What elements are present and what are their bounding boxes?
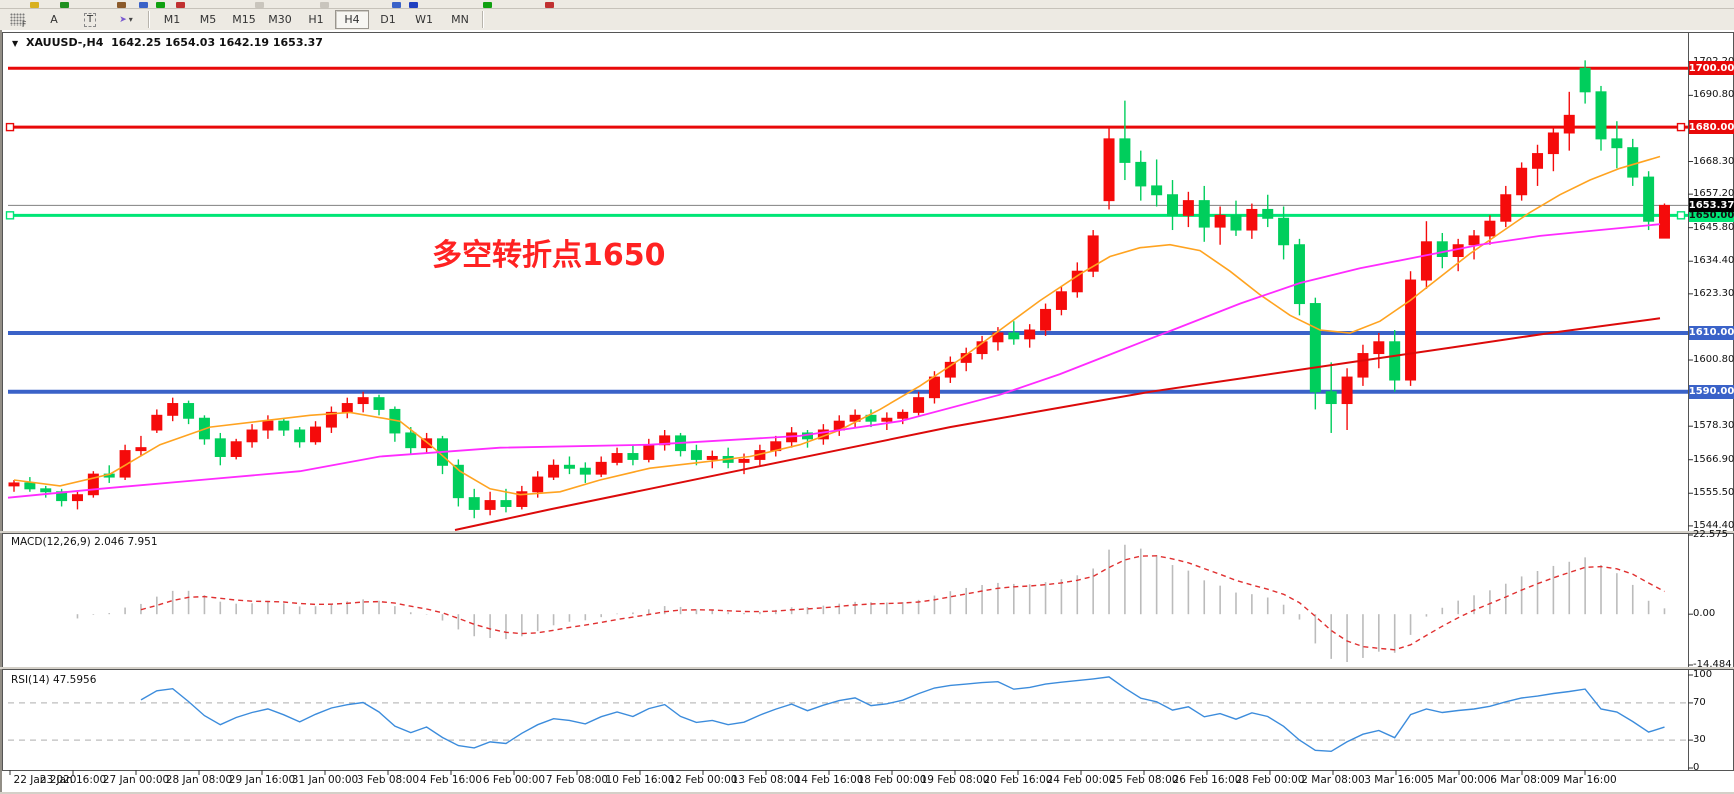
date-label: 18 Feb 00:00: [857, 774, 927, 786]
cutoff-icon-fragment: [483, 2, 492, 8]
date-label: 24 Feb 00:00: [1046, 774, 1116, 786]
date-label: 3 Mar 16:00: [1364, 774, 1428, 786]
price-tick-label: 1668.30: [1693, 155, 1734, 167]
chevron-down-icon: ▾: [128, 15, 133, 24]
arrow-icon: ➤: [119, 14, 127, 25]
cutoff-icon-fragment: [545, 2, 554, 8]
price-tick-label: 1690.80: [1693, 89, 1734, 101]
cutoff-icon-fragment: [392, 2, 401, 8]
macd-indicator-label: MACD(12,26,9) 2.046 7.951: [11, 536, 158, 548]
date-label: 31 Jan 00:00: [291, 774, 359, 786]
date-label: 26 Feb 16:00: [1172, 774, 1242, 786]
date-label: 10 Feb 16:00: [605, 774, 675, 786]
date-label: 4 Feb 16:00: [419, 774, 483, 786]
price-tick-label: 1600.80: [1693, 354, 1734, 366]
hline-price-label: 1680.00: [1688, 120, 1734, 135]
price-tick-label: 1566.90: [1693, 453, 1734, 465]
price-tick-label: 1578.30: [1693, 420, 1734, 432]
current-price-label: 1653.37: [1688, 198, 1734, 213]
toolbar-separator: [482, 11, 484, 28]
timeframes-group: M1 M5 M15 M30 H1 H4 D1 W1 MN: [154, 9, 478, 30]
grid-dots-icon: F: [9, 13, 27, 29]
hline-price-label: 1610.00: [1688, 325, 1734, 340]
rsi-tick-label: 0: [1693, 762, 1700, 773]
timeframe-button-mn[interactable]: MN: [451, 13, 469, 26]
collapse-triangle-icon[interactable]: ▼: [12, 39, 19, 48]
macd-tick-label: 22.575: [1693, 529, 1728, 540]
toolbar: F A T ➤ ▾ M1 M5 M15 M30 H1 H4 D1 W1 MN: [0, 9, 1734, 30]
arrows-tool[interactable]: ➤ ▾: [109, 10, 143, 29]
timeframe-button-w1[interactable]: W1: [415, 13, 433, 26]
ohlc-readout: 1642.25 1654.03 1642.19 1653.37: [111, 36, 323, 49]
cutoff-icon-fragment: [117, 2, 126, 8]
date-label: 6 Mar 08:00: [1490, 774, 1554, 786]
cutoff-icon-fragment: [156, 2, 165, 8]
price-tick-label: 1623.30: [1693, 287, 1734, 299]
toolbar-strip-cutoff: [0, 0, 1734, 9]
timeframe-button-d1[interactable]: D1: [380, 13, 396, 26]
text-label-tool[interactable]: A: [50, 13, 58, 26]
chart-annotation-text[interactable]: 多空转折点1650: [432, 238, 666, 273]
date-label: 2 Mar 08:00: [1301, 774, 1365, 786]
cutoff-icon-fragment: [409, 2, 418, 8]
hline-price-label: 1700.00: [1688, 61, 1734, 76]
date-label: 7 Feb 08:00: [545, 774, 609, 786]
timeframe-button-m5[interactable]: M5: [199, 13, 217, 26]
text-box-tool[interactable]: T: [73, 10, 107, 29]
date-label: 27 Jan 00:00: [102, 774, 170, 786]
date-label: 19 Feb 08:00: [920, 774, 990, 786]
rsi-tick-label: 70: [1693, 696, 1706, 708]
date-label: 20 Feb 16:00: [983, 774, 1053, 786]
cutoff-icon-fragment: [320, 2, 329, 8]
cutoff-icon-fragment: [30, 2, 39, 8]
cutoff-icon-fragment: [176, 2, 185, 8]
hline-price-label: 1590.00: [1688, 384, 1734, 399]
timeframe-button-h1[interactable]: H1: [308, 13, 324, 26]
cutoff-icon-fragment: [60, 2, 69, 8]
rsi-tick-label: 30: [1693, 734, 1706, 746]
crosshair-grid-icon[interactable]: F: [1, 10, 35, 29]
date-label: 29 Jan 16:00: [228, 774, 296, 786]
toolbar-separator: [148, 11, 150, 28]
chart-window[interactable]: [0, 30, 1734, 792]
cutoff-icon-fragment: [255, 2, 264, 8]
symbol-period: XAUUSD-,H4: [26, 36, 104, 49]
date-label: 28 Feb 00:00: [1235, 774, 1305, 786]
price-tick-label: 1645.80: [1693, 221, 1734, 233]
date-label: 12 Feb 00:00: [668, 774, 738, 786]
date-label: 14 Feb 16:00: [794, 774, 864, 786]
price-tick-label: 1555.50: [1693, 487, 1734, 499]
timeframe-button-m15[interactable]: M15: [232, 13, 256, 26]
date-label: 23 Jan 16:00: [39, 774, 107, 786]
timeframe-button-m30[interactable]: M30: [268, 13, 292, 26]
date-label: 9 Mar 16:00: [1553, 774, 1617, 786]
timeframe-button-h4[interactable]: H4: [335, 10, 369, 29]
chart-title: ▼ XAUUSD-,H4 1642.25 1654.03 1642.19 165…: [12, 36, 323, 49]
date-label: 5 Mar 00:00: [1427, 774, 1491, 786]
price-tick-label: 1634.40: [1693, 255, 1734, 267]
drawing-tools-group: F A T ➤ ▾: [0, 9, 144, 30]
date-label: 22 Jan 2020: [13, 774, 77, 786]
timeframe-button-m1[interactable]: M1: [163, 13, 181, 26]
macd-tick-label: 0.00: [1693, 608, 1716, 620]
rsi-indicator-label: RSI(14) 47.5956: [11, 674, 97, 686]
date-label: 3 Feb 08:00: [356, 774, 420, 786]
date-label: 28 Jan 08:00: [165, 774, 233, 786]
date-label: 13 Feb 08:00: [731, 774, 801, 786]
rsi-tick-label: 100: [1693, 669, 1713, 680]
date-label: 25 Feb 08:00: [1109, 774, 1179, 786]
date-label: 6 Feb 00:00: [482, 774, 546, 786]
cutoff-icon-fragment: [139, 2, 148, 8]
